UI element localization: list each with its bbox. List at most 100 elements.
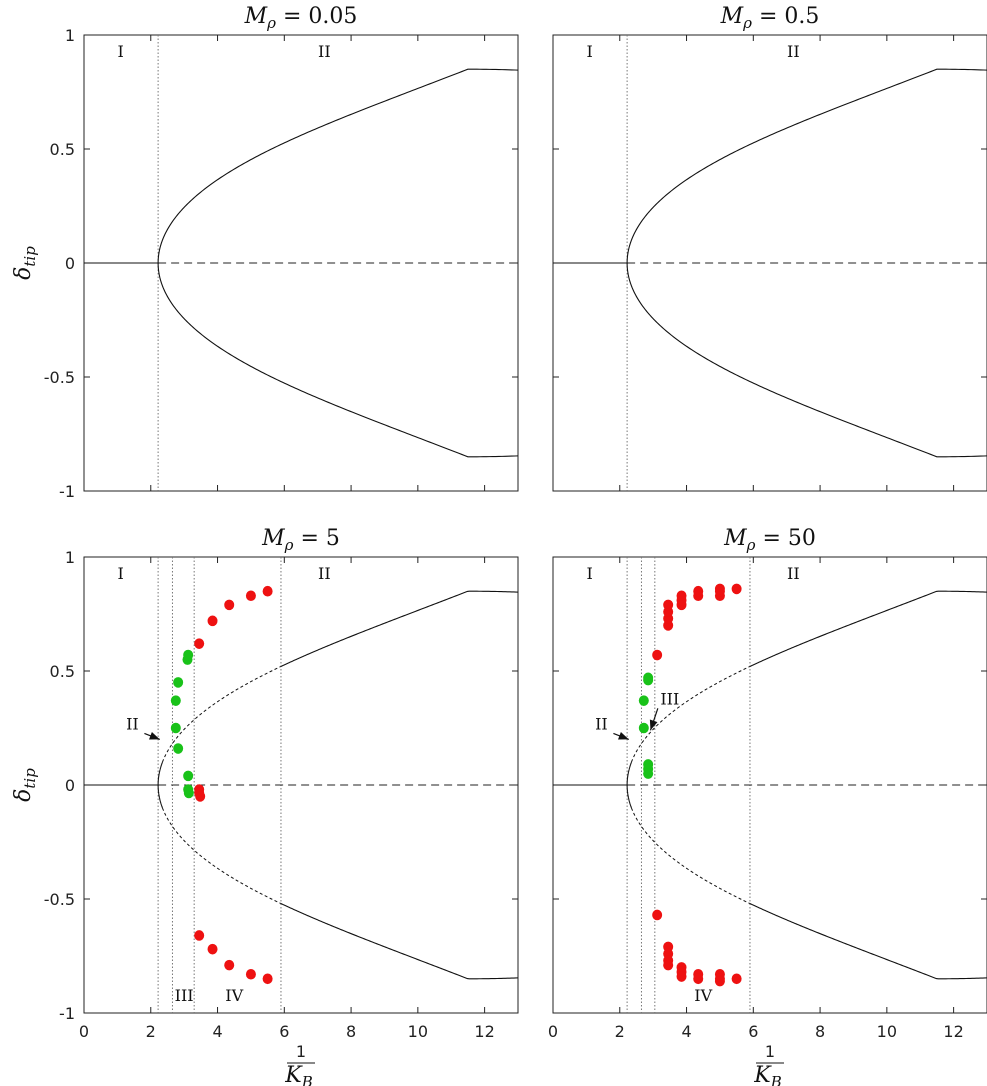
y-tick-label: 1 — [65, 548, 75, 567]
unstable-point — [224, 959, 235, 971]
unstable-point — [714, 975, 725, 987]
x-tick-label: 8 — [346, 1022, 356, 1041]
stable-point — [183, 787, 194, 799]
unstable-point — [245, 968, 256, 980]
x-tick-label: 2 — [615, 1022, 625, 1041]
unstable-point — [245, 590, 256, 602]
unstable-point — [224, 599, 235, 611]
unstable-point — [195, 791, 206, 802]
region-label: I — [587, 564, 593, 583]
y-tick-label: 0 — [65, 254, 75, 273]
x-tick-label: 10 — [877, 1022, 897, 1041]
panel-title: Mρ = 0.5 — [720, 4, 820, 32]
unstable-point — [676, 590, 687, 602]
unstable-point — [652, 649, 663, 661]
x-tick-label: 0 — [548, 1022, 558, 1041]
arrow-label: II — [126, 714, 139, 733]
unstable-point — [194, 930, 205, 941]
arrow-head — [649, 719, 658, 731]
region-label: I — [587, 42, 593, 61]
stable-point — [643, 768, 654, 779]
arrow-head — [618, 732, 629, 740]
y-tick-label: 0 — [65, 776, 75, 795]
x-tick-label: 4 — [212, 1022, 222, 1041]
y-tick-label: -0.5 — [44, 890, 75, 909]
unstable-point — [676, 971, 687, 982]
unstable-point — [663, 959, 674, 971]
panel-title: Mρ = 50 — [723, 526, 816, 554]
buckled-branch-upper — [157, 68, 519, 264]
buckled-branch-lower-stable-near — [626, 785, 632, 809]
unstable-point — [207, 615, 218, 627]
region-label: IV — [694, 986, 712, 1005]
buckled-branch-upper — [626, 68, 987, 264]
x-tick-label: 12 — [943, 1022, 963, 1041]
buckled-branch-upper-stable — [749, 590, 987, 668]
buckled-branch-lower-unstable — [630, 807, 751, 904]
y-tick-label: -0.5 — [44, 368, 75, 387]
buckled-branch-upper-stable — [280, 590, 519, 668]
buckled-branch-upper-unstable — [161, 666, 282, 763]
x-axis-label-denominator: KB — [753, 1063, 781, 1086]
buckled-branch-lower-stable — [280, 902, 519, 980]
region-label: IV — [225, 986, 243, 1005]
x-tick-label: 10 — [408, 1022, 428, 1041]
region-label: II — [787, 564, 800, 583]
buckled-branch-upper-stable-near — [157, 761, 163, 785]
y-tick-label: 0.5 — [50, 662, 75, 681]
unstable-point — [731, 583, 742, 595]
buckled-branch-lower-stable — [749, 902, 987, 980]
buckled-branch-upper-stable-near — [626, 761, 632, 785]
panel-title: Mρ = 0.05 — [244, 4, 358, 32]
y-axis-label: δtip — [11, 768, 39, 802]
x-tick-label: 6 — [748, 1022, 758, 1041]
stable-point — [183, 649, 194, 661]
arrow-label: II — [595, 714, 608, 733]
buckled-branch-lower — [157, 262, 519, 458]
x-tick-label: 6 — [279, 1022, 289, 1041]
buckled-branch-lower-unstable — [161, 807, 282, 904]
y-tick-label: -1 — [59, 1004, 75, 1023]
x-tick-label: 2 — [146, 1022, 156, 1041]
unstable-point — [663, 599, 674, 611]
unstable-point — [731, 973, 742, 985]
y-tick-label: 0.5 — [50, 140, 75, 159]
unstable-point — [714, 583, 725, 595]
stable-point — [643, 672, 654, 684]
stable-point — [173, 743, 184, 754]
y-axis-label: δtip — [11, 246, 39, 280]
arrow-head — [149, 732, 160, 740]
region-label: II — [318, 42, 331, 61]
stable-point — [170, 722, 181, 734]
unstable-point — [262, 585, 273, 597]
x-tick-label: 4 — [681, 1022, 691, 1041]
unstable-point — [207, 943, 218, 955]
unstable-point — [652, 909, 663, 921]
buckled-branch-lower — [626, 262, 987, 458]
x-tick-label: 0 — [79, 1022, 89, 1041]
x-axis-label-numerator: 1 — [296, 1042, 306, 1061]
buckled-branch-lower-stable-near — [157, 785, 163, 809]
x-tick-label: 8 — [815, 1022, 825, 1041]
y-tick-label: 1 — [65, 26, 75, 45]
stable-point — [173, 677, 184, 688]
stable-point — [638, 695, 649, 706]
unstable-point — [693, 973, 704, 985]
region-label: II — [318, 564, 331, 583]
unstable-point — [262, 973, 273, 985]
region-label: I — [118, 564, 124, 583]
stable-point — [183, 770, 194, 782]
y-tick-label: -1 — [59, 482, 75, 501]
stable-point — [170, 695, 181, 706]
x-tick-label: 12 — [474, 1022, 494, 1041]
stable-point — [638, 722, 649, 734]
x-axis-label-numerator: 1 — [765, 1042, 775, 1061]
region-label: III — [175, 986, 194, 1005]
arrow-label: III — [660, 689, 679, 708]
unstable-point — [194, 638, 205, 649]
